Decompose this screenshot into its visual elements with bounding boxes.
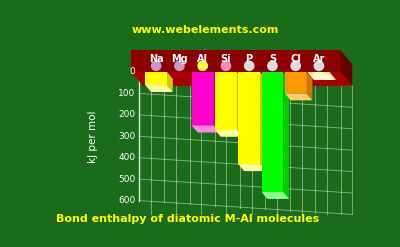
Polygon shape bbox=[238, 72, 260, 164]
Polygon shape bbox=[145, 72, 167, 85]
Text: 0: 0 bbox=[130, 67, 135, 77]
Circle shape bbox=[314, 61, 324, 70]
Text: Bond enthalpy of diatomic M-Al molecules: Bond enthalpy of diatomic M-Al molecules bbox=[56, 214, 320, 224]
Polygon shape bbox=[283, 72, 289, 199]
Polygon shape bbox=[262, 72, 283, 192]
Polygon shape bbox=[341, 50, 352, 86]
Text: P: P bbox=[246, 54, 253, 63]
Polygon shape bbox=[131, 50, 341, 72]
Text: Na: Na bbox=[149, 54, 164, 63]
Polygon shape bbox=[145, 85, 173, 92]
Text: 400: 400 bbox=[118, 153, 135, 162]
Polygon shape bbox=[167, 72, 173, 92]
Polygon shape bbox=[330, 72, 336, 80]
Text: Mg: Mg bbox=[171, 54, 188, 63]
Text: 300: 300 bbox=[118, 132, 135, 141]
Polygon shape bbox=[214, 72, 219, 132]
Polygon shape bbox=[308, 73, 336, 80]
Polygon shape bbox=[192, 72, 214, 125]
Polygon shape bbox=[215, 72, 237, 130]
Polygon shape bbox=[285, 93, 312, 100]
Polygon shape bbox=[260, 72, 266, 171]
Text: 600: 600 bbox=[118, 196, 135, 205]
Text: 200: 200 bbox=[118, 110, 135, 119]
Polygon shape bbox=[131, 72, 352, 86]
Polygon shape bbox=[192, 125, 219, 132]
Circle shape bbox=[221, 61, 230, 70]
Text: Si: Si bbox=[221, 54, 231, 63]
Polygon shape bbox=[215, 130, 242, 137]
Circle shape bbox=[152, 61, 161, 70]
Polygon shape bbox=[238, 164, 266, 171]
Circle shape bbox=[268, 61, 277, 70]
Circle shape bbox=[244, 61, 254, 70]
Text: S: S bbox=[269, 54, 276, 63]
Text: Ar: Ar bbox=[313, 54, 325, 63]
Polygon shape bbox=[262, 192, 289, 199]
Circle shape bbox=[291, 61, 300, 70]
Text: Cl: Cl bbox=[290, 54, 301, 63]
Polygon shape bbox=[237, 72, 242, 137]
Polygon shape bbox=[285, 72, 306, 93]
Text: 100: 100 bbox=[118, 89, 135, 98]
Polygon shape bbox=[306, 72, 312, 100]
Text: kJ per mol: kJ per mol bbox=[88, 110, 98, 163]
Circle shape bbox=[198, 61, 207, 70]
Circle shape bbox=[175, 61, 184, 70]
Polygon shape bbox=[308, 72, 330, 73]
Text: 500: 500 bbox=[118, 175, 135, 184]
Text: Al: Al bbox=[197, 54, 208, 63]
Text: www.webelements.com: www.webelements.com bbox=[131, 25, 279, 35]
